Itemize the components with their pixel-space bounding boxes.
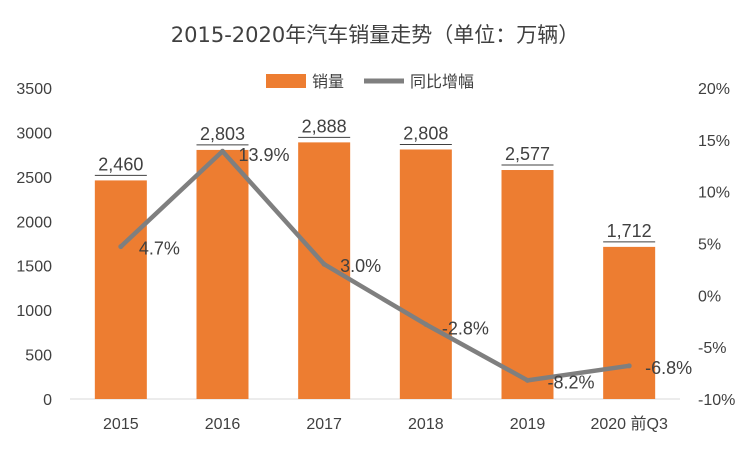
bar [94,180,147,399]
bar-value-label: 2,460 [98,154,143,174]
category-label: 2016 [205,416,241,433]
bar-value-label: 2,808 [403,123,448,143]
growth-point [321,261,327,267]
bar [196,149,249,399]
legend-bar-label: 销量 [312,72,344,91]
left-axis: 0 500 1000 1500 2000 2500 3000 3500 [16,81,52,409]
growth-point [423,321,429,327]
growth-value-label: 4.7% [139,239,180,259]
bar [298,142,351,400]
bar-value-label: 2,888 [302,116,347,136]
category-label: 2015 [103,416,139,433]
bar [399,149,452,399]
right-tick-label: -5% [698,340,726,357]
left-tick-label: 2000 [16,214,52,231]
left-tick-label: 1500 [16,259,52,276]
growth-value-labels: 4.7% 13.9% 3.0% -2.8% -8.2% -6.8% [139,145,692,392]
category-labels: 2015 2016 2017 2018 2019 2020 前Q3 [103,415,668,433]
bars [94,142,656,400]
bar-value-label: 1,712 [607,221,652,241]
right-tick-label: 0% [698,288,721,305]
right-tick-label: 10% [698,185,730,202]
left-tick-label: 2500 [16,170,52,187]
growth-point [525,377,530,383]
left-tick-label: 0 [43,392,52,409]
category-label: 2020 前Q3 [590,415,667,433]
bar-value-labels: 2,460 2,803 2,888 2,808 2,577 1,712 [94,116,656,243]
growth-point [118,244,124,250]
growth-value-label: -2.8% [442,318,489,338]
right-tick-label: 5% [698,237,721,254]
category-label: 2019 [510,416,546,433]
growth-value-label: 13.9% [239,145,290,165]
category-label: 2018 [408,416,444,433]
growth-line [118,148,632,383]
growth-point [626,363,632,369]
bar-value-label: 2,577 [505,144,550,164]
legend-bar-swatch [266,74,306,88]
left-tick-label: 500 [25,348,52,365]
growth-point [220,148,225,154]
right-tick-label: 20% [698,81,730,98]
bar-value-label: 2,803 [200,124,245,144]
right-tick-label: -10% [698,392,735,409]
growth-value-label: -8.2% [548,372,595,392]
left-tick-label: 3500 [16,81,52,98]
legend: 销量 同比增幅 [266,72,474,91]
legend-line-label: 同比增幅 [410,72,474,91]
bar [501,170,554,399]
bar [603,246,656,399]
growth-value-label: -6.8% [645,358,692,378]
growth-line-path [118,148,632,383]
right-axis: -10% -5% 0% 5% 10% 15% 20% [698,81,735,409]
left-tick-label: 1000 [16,303,52,320]
left-tick-label: 3000 [16,125,52,142]
chart-title: 2015-2020年汽车销量走势（单位：万辆） [171,23,579,47]
category-label: 2017 [306,416,342,433]
growth-value-label: 3.0% [340,256,381,276]
right-tick-label: 15% [698,133,730,150]
